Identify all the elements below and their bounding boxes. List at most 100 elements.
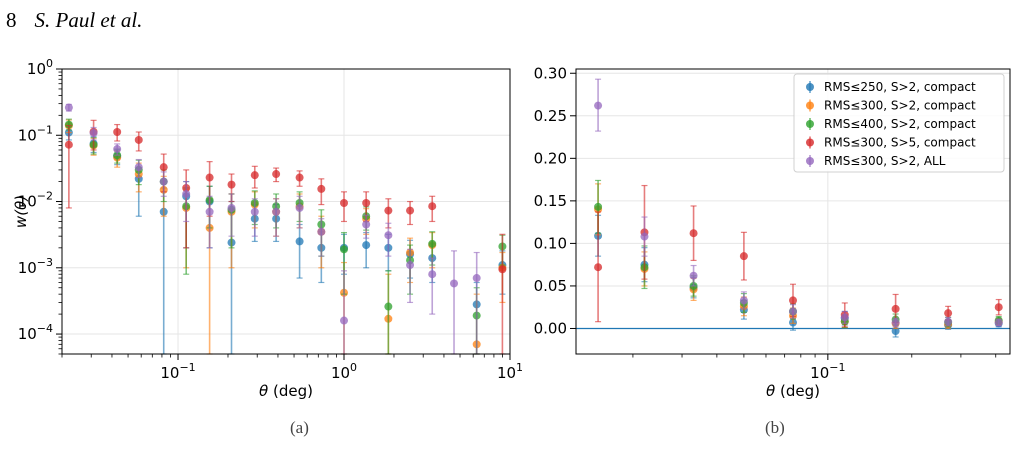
data-point <box>113 145 122 154</box>
data-point <box>362 241 371 250</box>
series-4 <box>64 119 507 355</box>
grid <box>62 68 511 354</box>
subcaption-a: (a) <box>290 418 309 437</box>
data-point <box>64 140 73 149</box>
y-tick-label: 0.10 <box>534 234 567 252</box>
data-point <box>406 206 415 215</box>
data-point <box>362 220 371 229</box>
data-point <box>789 307 797 316</box>
data-point <box>340 245 349 254</box>
data-point <box>272 170 281 179</box>
data-point <box>159 163 168 172</box>
data-point <box>250 171 259 180</box>
series-5 <box>594 78 1003 328</box>
series-3 <box>594 179 1003 329</box>
y-tick-label: 10−4 <box>18 322 53 343</box>
data-point <box>89 129 98 138</box>
data-point <box>428 270 437 279</box>
series-1 <box>594 214 1003 338</box>
data-point <box>428 239 437 248</box>
data-point <box>227 180 236 189</box>
data-point <box>295 237 304 246</box>
data-point <box>640 232 649 241</box>
data-point <box>205 207 214 216</box>
data-point <box>472 274 481 283</box>
data-point <box>134 135 143 144</box>
x-tick-label: 101 <box>497 361 523 382</box>
data-point <box>428 202 437 211</box>
data-point <box>362 199 371 208</box>
legend-marker <box>806 138 814 147</box>
data-point <box>689 229 698 238</box>
legend-box <box>793 73 1005 173</box>
data-point <box>295 203 304 212</box>
axes-frame <box>61 68 511 355</box>
running-authors: S. Paul et al. <box>34 8 143 32</box>
y-tick-label: 0.00 <box>534 319 567 337</box>
y-tick-label: 0.20 <box>534 149 567 167</box>
x-axis-label: θ (deg) <box>766 382 820 400</box>
data-point <box>340 199 349 208</box>
series-3 <box>64 118 507 355</box>
y-tick-label: 0.15 <box>534 192 567 210</box>
legend-label: RMS≤300, S>2, ALL <box>824 154 946 168</box>
series-4 <box>594 184 1003 328</box>
legend-marker <box>806 157 814 165</box>
y-tick-label: 10−1 <box>18 123 53 144</box>
series-5 <box>64 103 481 355</box>
data-point <box>891 304 900 313</box>
data-point <box>689 271 698 280</box>
y-axis-label: w(θ) <box>12 195 30 228</box>
y-tick-label: 0.25 <box>534 107 567 125</box>
x-axis-label: θ (deg) <box>259 382 313 400</box>
data-point <box>594 202 603 211</box>
data-point <box>272 207 281 216</box>
data-point <box>944 309 953 318</box>
data-point <box>384 206 393 215</box>
data-point <box>739 252 748 261</box>
data-point <box>64 103 73 112</box>
data-point <box>498 265 507 274</box>
y-tick-label: 100 <box>27 57 53 78</box>
data-point <box>594 101 603 110</box>
legend-label: RMS≤300, S>2, compact <box>824 99 976 113</box>
data-point <box>406 261 415 270</box>
data-point <box>450 279 459 288</box>
legend-label: RMS≤300, S>5, compact <box>824 136 976 150</box>
legend-label: RMS≤400, S>2, compact <box>824 117 976 131</box>
data-point <box>994 303 1003 312</box>
data-point <box>789 296 797 305</box>
x-tick-label: 10−1 <box>160 361 195 382</box>
legend-marker <box>806 83 814 91</box>
data-point <box>182 189 191 198</box>
data-point <box>205 173 214 182</box>
data-point <box>891 318 900 327</box>
data-point <box>317 184 326 193</box>
data-point <box>384 302 393 311</box>
data-point <box>840 313 849 322</box>
subcaption-b: (b) <box>765 418 785 437</box>
legend-marker <box>806 101 814 110</box>
y-tick-label: 0.30 <box>534 64 567 82</box>
data-point <box>739 296 748 305</box>
y-tick-label: 10−3 <box>18 256 53 277</box>
series-1 <box>64 126 507 355</box>
legend: RMS≤250, S>2, compact RMS≤300, S>2, compa… <box>793 73 1005 173</box>
legend-label: RMS≤250, S>2, compact <box>824 80 976 94</box>
data-point <box>159 177 168 186</box>
data-point <box>250 207 259 216</box>
x-tick-label: 100 <box>331 361 357 382</box>
data-point <box>994 318 1003 327</box>
x-tick-label: 10−1 <box>810 361 845 382</box>
data-point <box>113 128 122 137</box>
axes-frame <box>575 68 1011 355</box>
data-point <box>594 263 603 272</box>
data-point <box>134 163 143 172</box>
data-point <box>317 227 326 236</box>
page-number: 8 <box>6 8 17 32</box>
series-2 <box>594 183 1003 330</box>
right-panel: 10−1 0.00 0.05 0.10 0.15 0.20 0.25 0.30 θ (deg) R… <box>534 64 1011 400</box>
y-tick-label: 0.05 <box>534 277 567 295</box>
data-point <box>295 173 304 182</box>
